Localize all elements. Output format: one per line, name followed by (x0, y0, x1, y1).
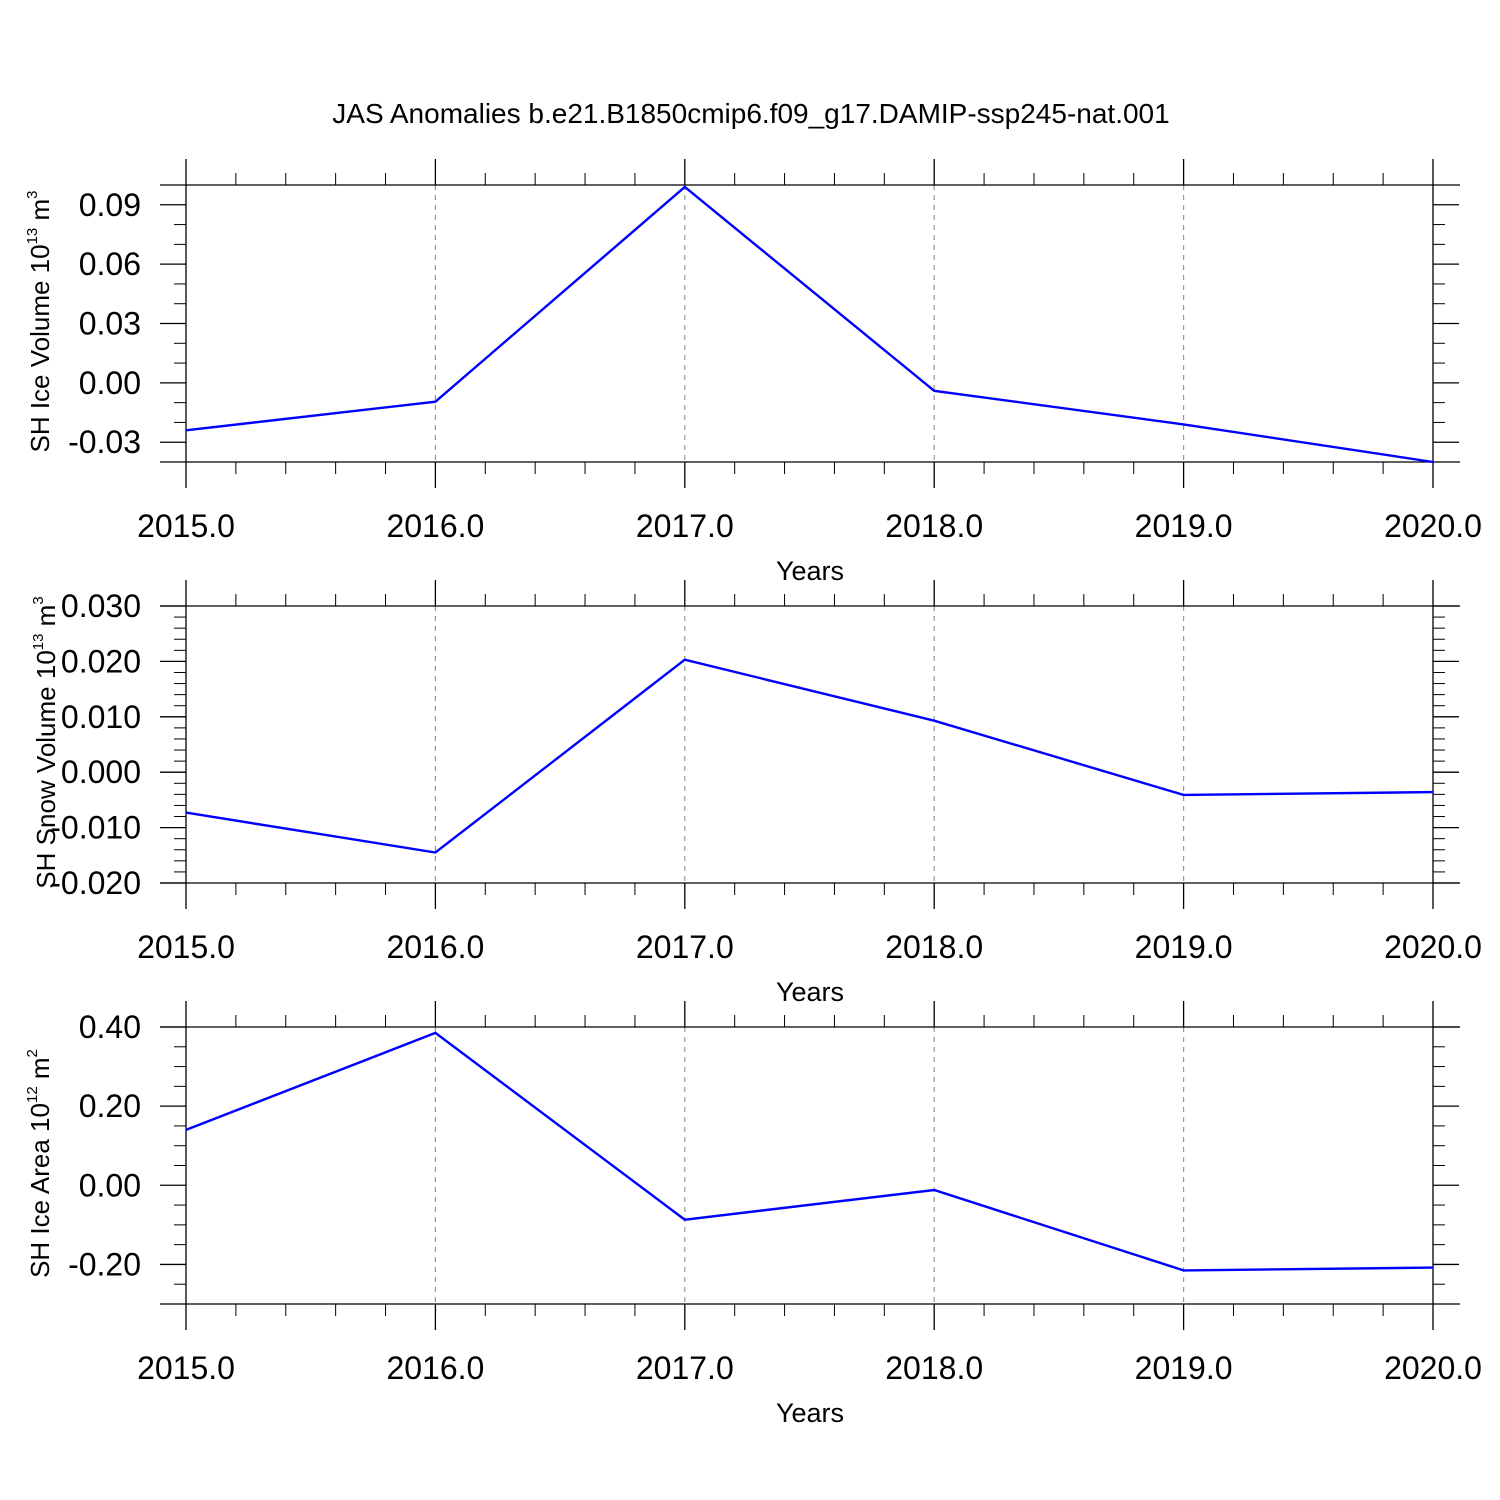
x-tick-label: 2019.0 (1135, 1350, 1233, 1386)
y-tick-label: -0.010 (50, 810, 141, 846)
x-tick-label: 2017.0 (636, 508, 734, 544)
y-tick-label: -0.020 (50, 865, 141, 901)
chart-panel-3: -0.20 0.00 0.20 0.40 2015.0 2016.0 2017.0 2018.… (24, 1001, 1482, 1428)
y-tick-label: 0.020 (61, 643, 141, 679)
y-axis-label-unit-exponent: 3 (24, 190, 41, 198)
y-tick-label: 0.00 (79, 365, 141, 401)
y-axis-label-exponent: 13 (30, 634, 47, 651)
y-tick-label: -0.20 (68, 1246, 141, 1282)
x-axis-label: Years (776, 1398, 844, 1428)
x-tick-label: 2017.0 (636, 1350, 734, 1386)
y-axis-label: SH Ice Area 1012 m2 (24, 1049, 55, 1278)
data-series-line (185, 658, 1434, 854)
y-tick-label: 0.030 (61, 588, 141, 624)
y-axis-label-main: SH Ice Volume 10 (25, 244, 55, 452)
y-axis-label: SH Ice Volume 1013 m3 (24, 190, 55, 452)
y-axis-label-unit: m (25, 199, 55, 228)
y-tick-label: 0.010 (61, 699, 141, 735)
y-tick-label: -0.03 (68, 424, 141, 460)
panels: -0.03 0.00 0.03 0.06 0.09 2015.0 2016.0 2017.0 2… (24, 159, 1482, 1428)
y-axis-label-unit: m (31, 605, 61, 634)
x-tick-label: 2016.0 (386, 508, 484, 544)
x-tick-label: 2017.0 (636, 929, 734, 965)
y-axis-label-unit-exponent: 2 (24, 1049, 41, 1057)
y-axis-label-main: SH Ice Area 10 (25, 1103, 55, 1278)
figure-title: JAS Anomalies b.e21.B1850cmip6.f09_g17.D… (332, 98, 1169, 129)
x-tick-label: 2018.0 (885, 508, 983, 544)
y-tick-label: 0.20 (79, 1088, 141, 1124)
y-tick-label: 0.40 (79, 1009, 141, 1045)
chart-panel-2: -0.020 -0.010 0.000 0.010 0.020 0.030 2015.0 20… (30, 580, 1482, 1007)
x-axis-label: Years (776, 556, 844, 586)
x-tick-label: 2015.0 (137, 929, 235, 965)
data-series-line (185, 185, 1434, 464)
x-tick-label: 2020.0 (1384, 1350, 1482, 1386)
x-tick-label: 2015.0 (137, 1350, 235, 1386)
y-axis-label-exponent: 13 (24, 228, 41, 245)
x-tick-label: 2018.0 (885, 1350, 983, 1386)
chart-panel-1: -0.03 0.00 0.03 0.06 0.09 2015.0 2016.0 2017.0 2… (24, 159, 1482, 586)
x-axis-label: Years (776, 977, 844, 1007)
y-tick-label: 0.03 (79, 306, 141, 342)
y-axis-label-unit: m (25, 1057, 55, 1086)
x-tick-label: 2015.0 (137, 508, 235, 544)
y-axis-label-main: SH Snow Volume 10 (31, 650, 61, 888)
x-tick-label: 2019.0 (1135, 929, 1233, 965)
x-tick-label: 2016.0 (386, 929, 484, 965)
y-tick-label: 0.000 (61, 754, 141, 790)
y-tick-label: 0.09 (79, 187, 141, 223)
y-axis-label-exponent: 12 (24, 1086, 41, 1103)
data-series-line (185, 1031, 1434, 1272)
y-axis-label-unit-exponent: 3 (30, 596, 47, 604)
x-tick-label: 2020.0 (1384, 929, 1482, 965)
x-tick-label: 2016.0 (386, 1350, 484, 1386)
y-tick-label: 0.00 (79, 1167, 141, 1203)
x-tick-label: 2019.0 (1135, 508, 1233, 544)
y-axis-label: SH Snow Volume 1013 m3 (30, 596, 61, 888)
x-tick-label: 2020.0 (1384, 508, 1482, 544)
y-tick-label: 0.06 (79, 246, 141, 282)
x-tick-label: 2018.0 (885, 929, 983, 965)
